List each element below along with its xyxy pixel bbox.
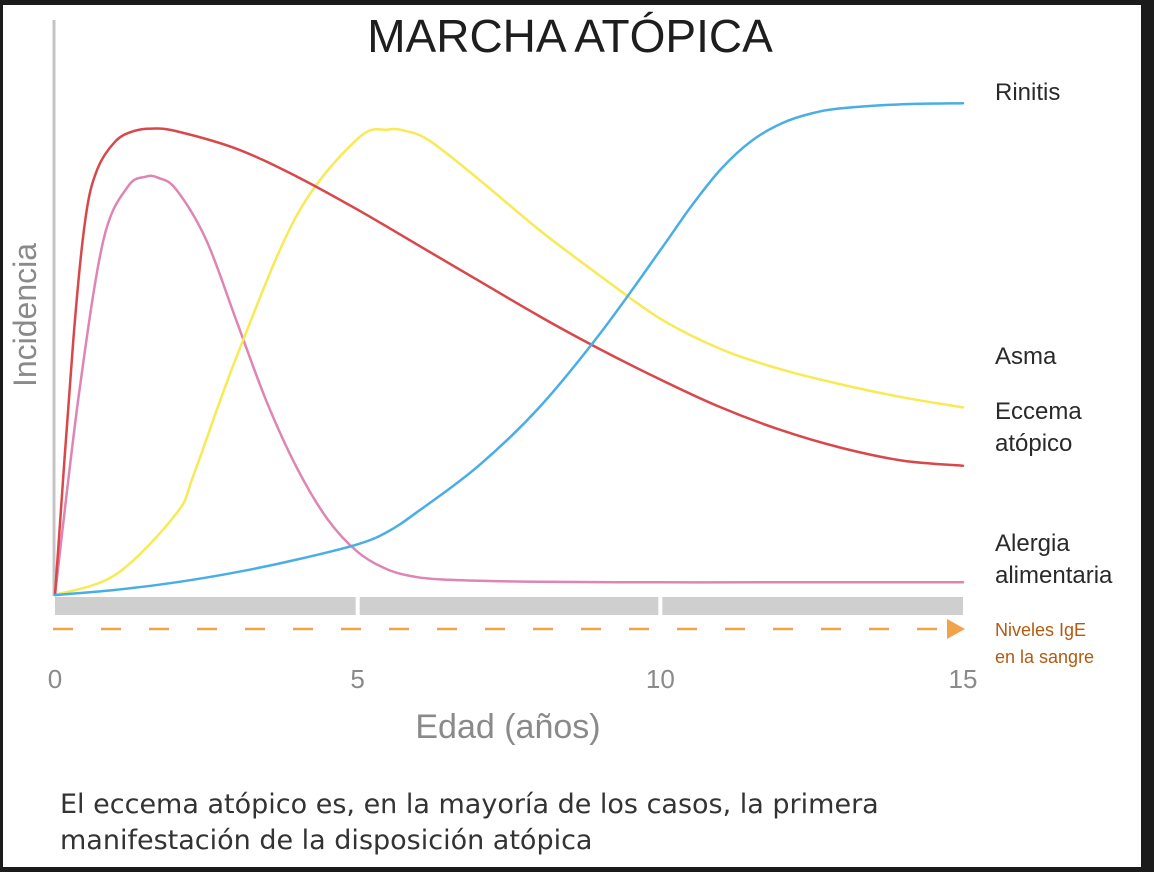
series-label-asma: Asma — [995, 343, 1057, 370]
series-label-rinitis: Rinitis — [995, 79, 1060, 106]
series-line-asma — [53, 127, 965, 597]
x-tick-label: 10 — [646, 664, 675, 694]
age-bar-segment — [359, 597, 659, 615]
x-tick-label: 15 — [949, 664, 978, 694]
chart-title: MARCHA ATÓPICA — [367, 10, 773, 62]
age-bar-segment — [662, 597, 963, 615]
series-lines — [53, 101, 965, 597]
ige-arrowhead — [947, 619, 965, 639]
y-axis-label: Incidencia — [7, 243, 43, 387]
age-bar-segment — [55, 597, 356, 615]
x-axis-label: Edad (años) — [415, 708, 600, 746]
series-line-eccema-atopico — [53, 127, 965, 597]
series-label-alergia-alimentaria: alimentaria — [995, 562, 1113, 589]
caption-line-2: manifestación de la disposición atópica — [60, 825, 593, 856]
ige-level-arrow — [53, 619, 965, 639]
x-tick-labels: 0 5 10 15 — [48, 664, 978, 694]
series-line-alergia-alimentaria — [53, 174, 965, 597]
atopic-march-chart: MARCHA ATÓPICA Incidencia Rinitis Asma Ecc… — [7, 10, 1113, 746]
series-label-alergia-alimentaria: Alergia — [995, 530, 1070, 557]
age-bar — [55, 597, 963, 615]
series-line-rinitis — [53, 101, 965, 597]
ige-level-label: Niveles IgE en la sangre — [995, 620, 1094, 667]
series-labels: Rinitis Asma Eccema atópico Alergia alimentar… — [995, 79, 1113, 589]
series-label-eccema-atopico: atópico — [995, 430, 1072, 457]
infographic-card: MARCHA ATÓPICA Incidencia Rinitis Asma Ecc… — [3, 5, 1141, 867]
series-label-eccema-atopico: Eccema — [995, 398, 1082, 425]
x-tick-label: 5 — [350, 664, 364, 694]
caption: El eccema atópico es, en la mayoría de l… — [60, 787, 1120, 859]
caption-line-1: El eccema atópico es, en la mayoría de l… — [60, 789, 879, 820]
ige-label-line: Niveles IgE — [995, 620, 1086, 640]
x-tick-label: 0 — [48, 664, 62, 694]
ige-label-line: en la sangre — [995, 647, 1094, 667]
